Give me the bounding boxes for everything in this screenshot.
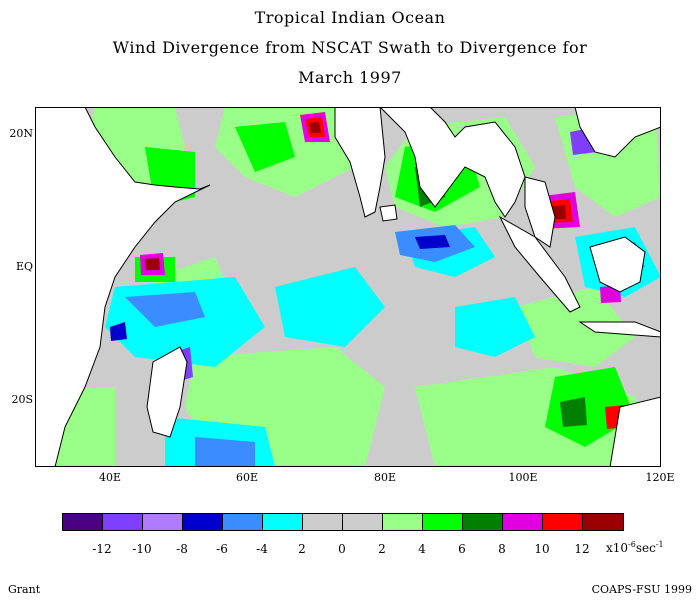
south-china-coast (574, 107, 661, 158)
color-legend-label: -12 (92, 542, 112, 556)
color-legend-label: 12 (574, 542, 590, 556)
lon-label-40e: 40E (98, 471, 122, 484)
color-legend-label: 2 (298, 542, 306, 556)
color-swatch-4 (223, 514, 263, 530)
color-swatch-6 (303, 514, 343, 530)
sumatra (498, 215, 581, 313)
color-swatch-3 (183, 514, 223, 530)
lat-label-20n: 20N (9, 127, 33, 140)
land-masses (35, 107, 661, 467)
color-swatch-1 (103, 514, 143, 530)
color-swatch-0 (63, 514, 103, 530)
color-swatch-8 (383, 514, 423, 530)
divergence-field-dark-blue (110, 235, 450, 341)
color-legend-label: 2 (378, 542, 386, 556)
color-swatch-9 (423, 514, 463, 530)
title-line-2: Wind Divergence from NSCAT Swath to Dive… (112, 38, 588, 57)
footer-author: Grant (8, 583, 41, 596)
india (334, 107, 386, 218)
color-legend-label: 0 (338, 542, 346, 556)
unit-mid: sec (635, 541, 656, 555)
borneo (589, 236, 646, 293)
color-legend-label: -10 (132, 542, 152, 556)
color-swatch-10 (463, 514, 503, 530)
lon-label-60e: 60E (235, 471, 259, 484)
color-swatch-7 (343, 514, 383, 530)
lon-label-120e: 120E (645, 471, 675, 484)
color-legend-label: -8 (176, 542, 188, 556)
footer-credit: COAPS-FSU 1999 (591, 583, 692, 596)
africa-arabia (35, 107, 211, 467)
color-legend-label: 10 (534, 542, 550, 556)
malay-peninsula (524, 176, 556, 248)
lat-label-20s: 20S (11, 393, 33, 406)
title-line-3: March 1997 (298, 68, 402, 87)
indochina (379, 107, 526, 218)
color-legend-label: -6 (216, 542, 228, 556)
java (578, 321, 661, 338)
sri-lanka (379, 204, 398, 222)
lat-label-eq: EQ (15, 260, 33, 273)
unit-exp-2: -1 (655, 540, 664, 549)
title-line-1: Tropical Indian Ocean (254, 8, 446, 27)
unit-exp-1: -6 (628, 540, 636, 549)
lon-label-80e: 80E (373, 471, 397, 484)
color-legend-unit: x10-6sec-1 (606, 540, 664, 555)
color-swatch-2 (143, 514, 183, 530)
lon-label-100e: 100E (508, 471, 538, 484)
color-legend-bar (62, 513, 624, 531)
color-legend-label: 4 (418, 542, 426, 556)
color-swatch-5 (263, 514, 303, 530)
unit-prefix: x10 (606, 541, 629, 555)
color-swatch-12 (543, 514, 583, 530)
map-frame (35, 107, 661, 467)
divergence-map (35, 107, 661, 467)
australia (609, 396, 661, 467)
color-legend-label: 8 (498, 542, 506, 556)
color-swatch-13 (583, 514, 623, 530)
color-legend-label: -4 (256, 542, 268, 556)
color-legend-label: 6 (458, 542, 466, 556)
color-swatch-11 (503, 514, 543, 530)
madagascar (146, 346, 188, 438)
